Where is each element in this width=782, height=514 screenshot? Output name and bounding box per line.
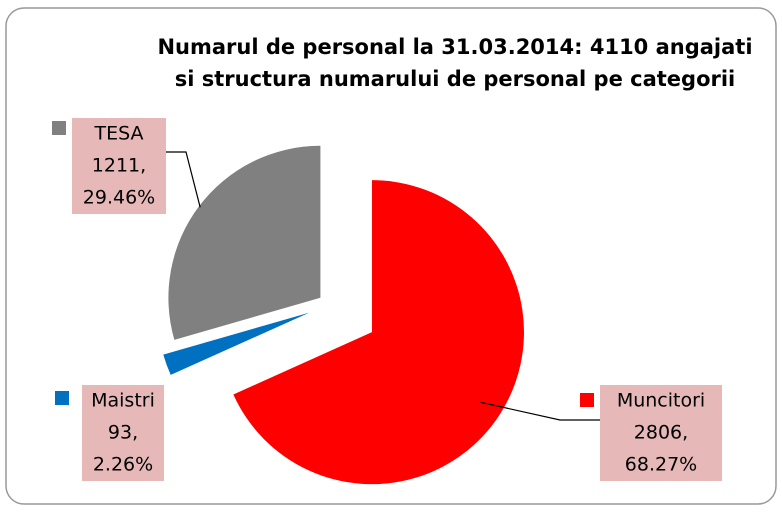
value-label: 1211, bbox=[92, 155, 146, 177]
value-label: 93, bbox=[108, 422, 138, 444]
legend-key bbox=[52, 121, 66, 135]
percentage-label: 2.26% bbox=[93, 454, 153, 476]
pie-slice bbox=[163, 312, 310, 375]
label-box bbox=[82, 385, 164, 481]
percentage-label: 29.46% bbox=[83, 187, 155, 209]
label-name: TESA bbox=[93, 123, 143, 145]
chart-title: si structura numarului de personal pe ca… bbox=[175, 67, 736, 91]
label-box bbox=[600, 385, 722, 481]
label-box bbox=[72, 118, 166, 214]
legend-key bbox=[55, 391, 69, 405]
leader-line bbox=[166, 151, 201, 208]
pie-slice bbox=[168, 145, 321, 340]
label-name: Muncitori bbox=[617, 390, 705, 412]
label-name: Maistri bbox=[91, 390, 155, 412]
pie-slice bbox=[233, 180, 524, 485]
chart-title: Numarul de personal la 31.03.2014: 4110 … bbox=[157, 35, 752, 59]
legend-key bbox=[580, 393, 594, 407]
value-label: 2806, bbox=[634, 422, 688, 444]
leader-line bbox=[480, 401, 600, 421]
percentage-label: 68.27% bbox=[625, 454, 697, 476]
